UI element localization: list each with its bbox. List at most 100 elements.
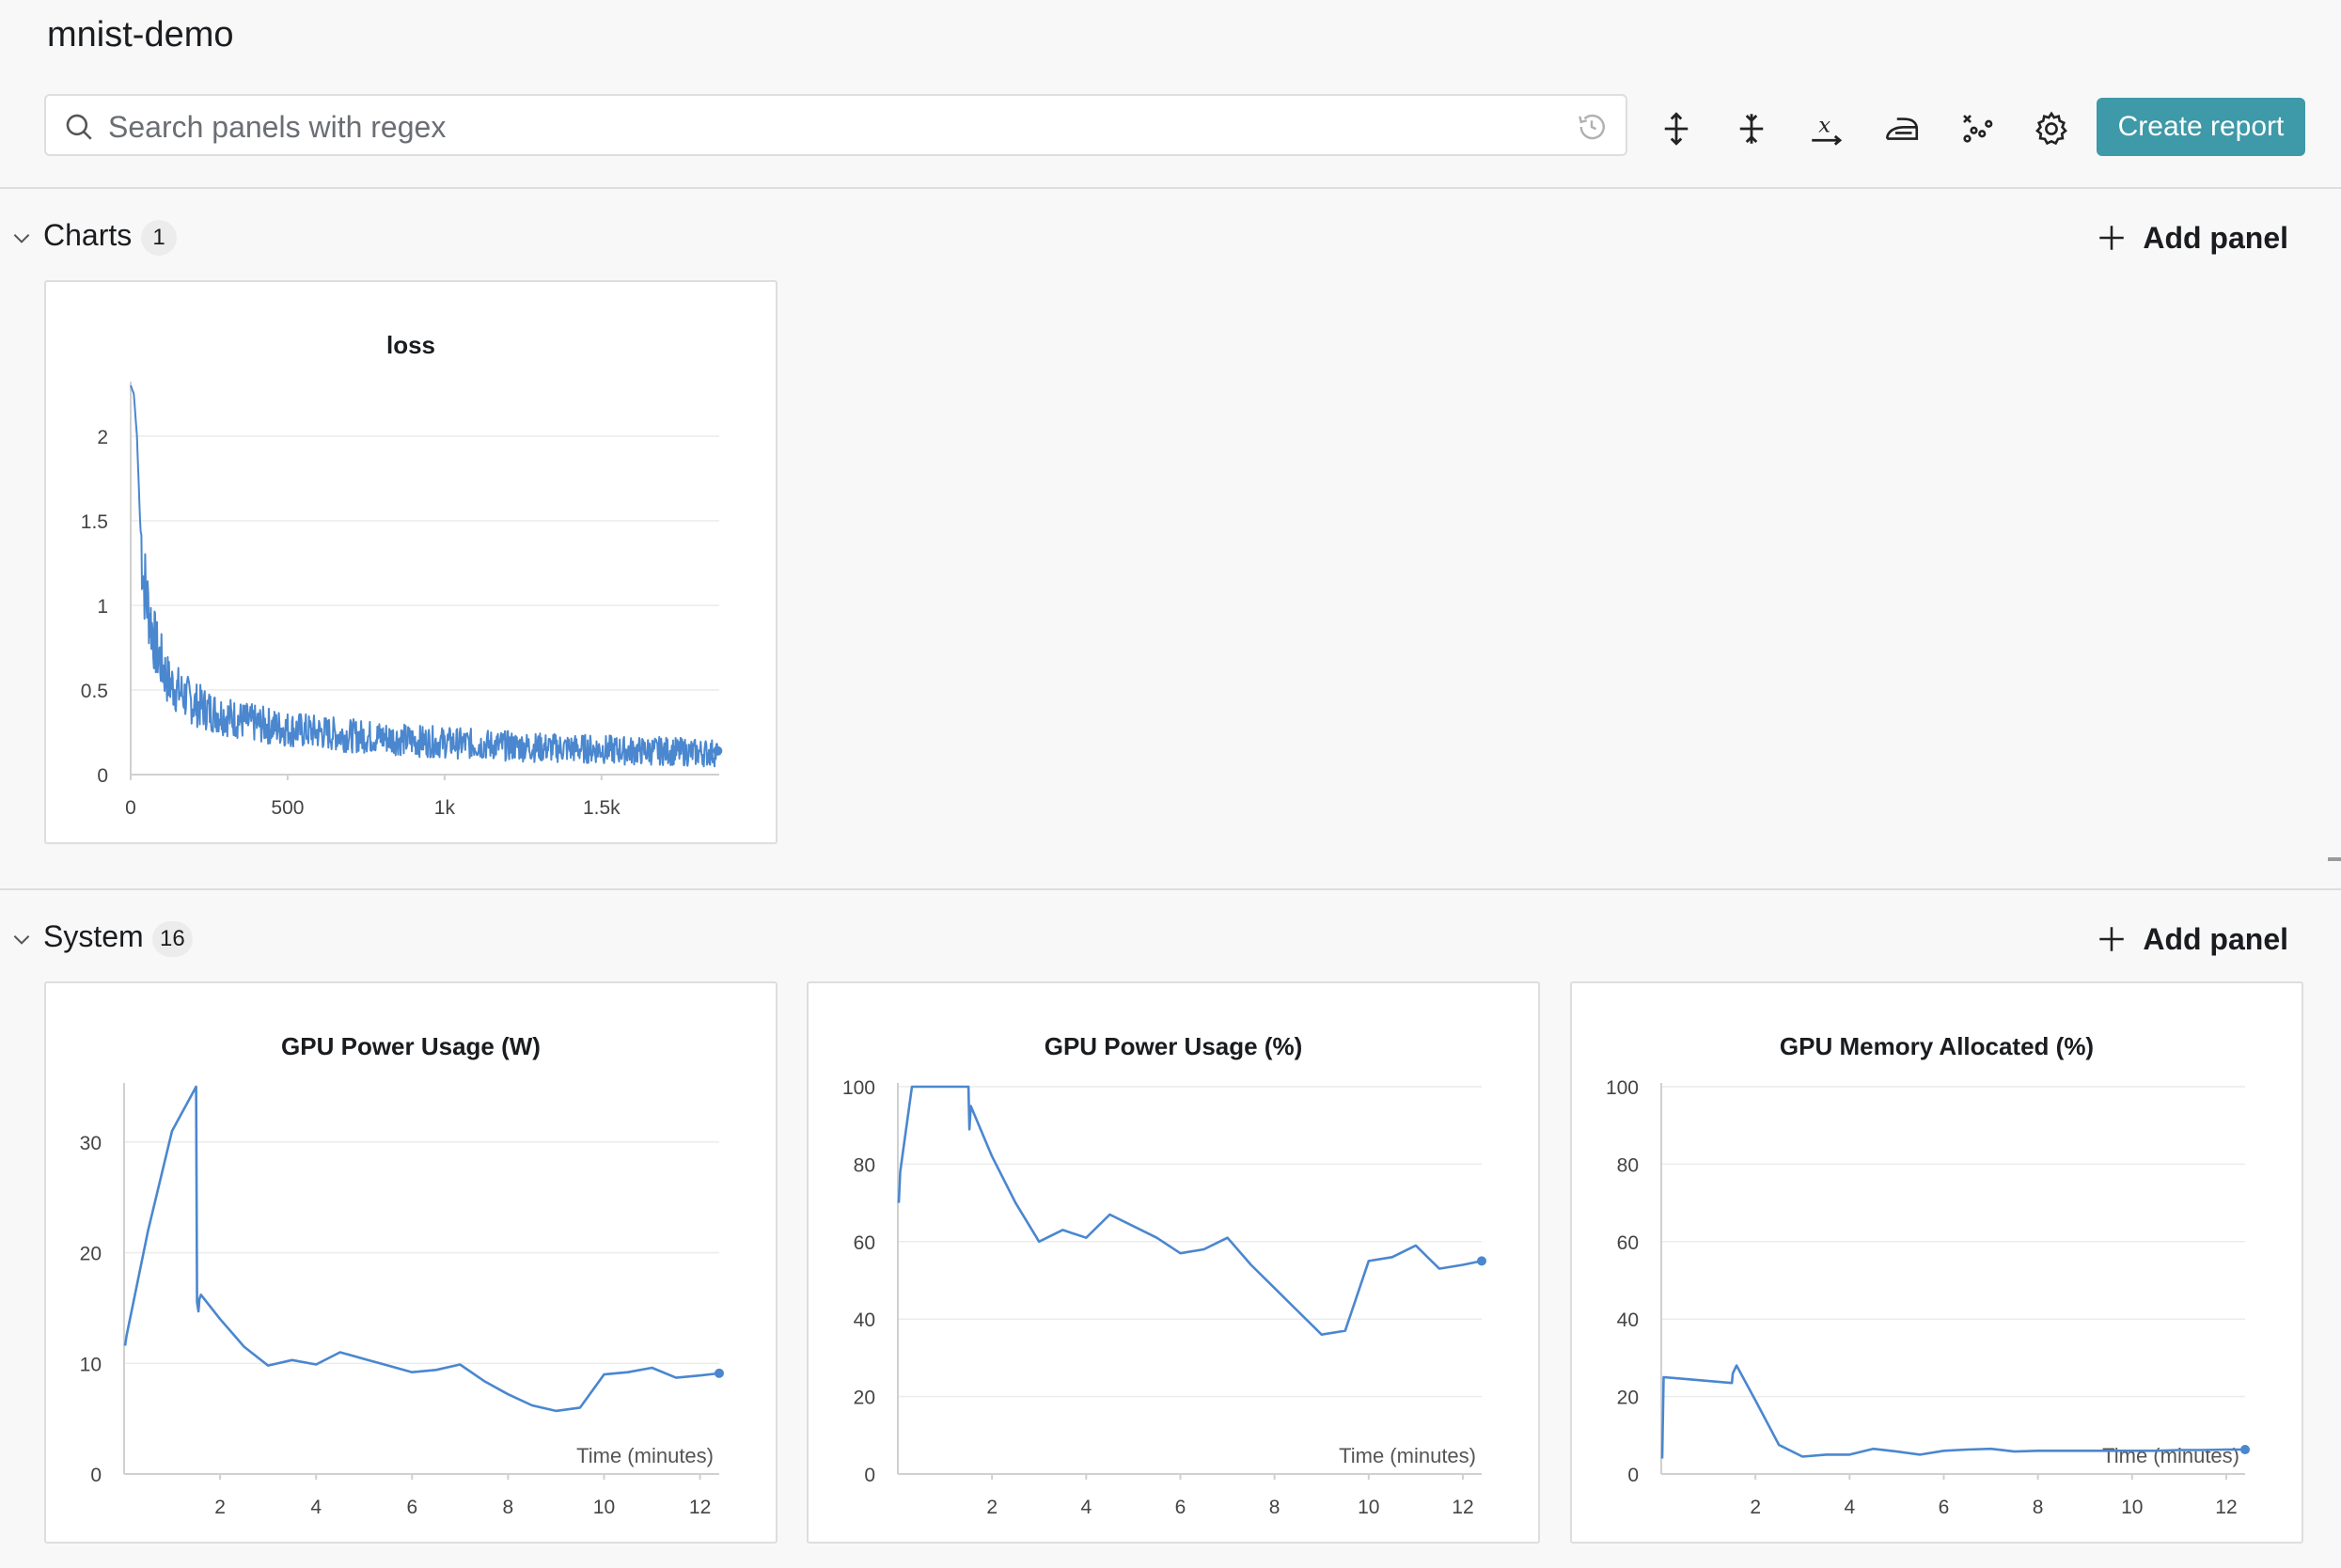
y-tick-label: 0 — [1627, 1465, 1639, 1486]
x-tick-label: 6 — [1939, 1497, 1950, 1518]
series-line — [897, 1085, 1483, 1337]
x-tick-label: 1k — [434, 797, 456, 819]
series-end-point — [713, 745, 723, 756]
chart-title: loss — [386, 331, 435, 359]
x-tick-label: 2 — [214, 1497, 226, 1518]
x-tick-label: 2 — [1750, 1497, 1761, 1518]
section-header-charts[interactable]: Charts 1 Add panel — [0, 214, 2341, 261]
resize-handle[interactable] — [2328, 857, 2341, 861]
series-end-point — [715, 1368, 724, 1378]
series-end-point — [2240, 1445, 2250, 1455]
settings-button[interactable] — [2028, 105, 2075, 152]
outliers-button[interactable] — [1954, 105, 2001, 152]
y-tick-label: 80 — [854, 1154, 875, 1176]
expand-panels-button[interactable] — [1653, 105, 1700, 152]
collapse-panels-button[interactable] — [1728, 105, 1775, 152]
section-title: Charts — [43, 218, 133, 252]
series-line — [1660, 1364, 2245, 1459]
chart-title: GPU Memory Allocated (%) — [1780, 1032, 2094, 1060]
iron-icon — [1885, 118, 1919, 140]
panel-count-badge: 1 — [141, 220, 177, 256]
x-tick-label: 12 — [2215, 1497, 2237, 1518]
y-tick-label: 40 — [1617, 1309, 1639, 1331]
x-tick-label: 6 — [406, 1497, 417, 1518]
x-tick-label: 2 — [986, 1497, 998, 1518]
gear-icon — [2035, 111, 2067, 146]
x-tick-label: 8 — [1269, 1497, 1280, 1518]
y-tick-label: 2 — [97, 427, 108, 448]
series-end-point — [1477, 1256, 1486, 1266]
x-tick-label: 4 — [1080, 1497, 1092, 1518]
x-tick-label: 12 — [689, 1497, 711, 1518]
chart-title: GPU Power Usage (%) — [1045, 1032, 1303, 1060]
add-panel-label: Add panel — [2143, 921, 2288, 956]
gpu-memory-chart: GPU Memory Allocated (%) 0 20 40 60 80 100 2 4 6 8… — [1606, 1032, 2250, 1518]
x-tick-label: 8 — [2033, 1497, 2044, 1518]
project-title: mnist-demo — [47, 15, 234, 55]
search-icon — [66, 114, 92, 140]
create-report-button[interactable]: Create report — [2097, 98, 2305, 156]
x-axis-settings-button[interactable]: x — [1803, 105, 1850, 152]
expand-vertical-icon — [1664, 112, 1689, 146]
search-bar[interactable] — [44, 94, 1627, 156]
y-tick-label: 10 — [80, 1354, 102, 1375]
search-input[interactable] — [106, 103, 1520, 150]
x-tick-label: 4 — [310, 1497, 322, 1518]
chart-title: GPU Power Usage (W) — [281, 1032, 541, 1060]
chevron-down-icon[interactable] — [9, 226, 34, 250]
x-axis-label: Time (minutes) — [2102, 1444, 2239, 1467]
history-icon[interactable] — [1575, 110, 1609, 144]
chevron-down-icon[interactable] — [9, 927, 34, 951]
y-tick-label: 20 — [854, 1388, 875, 1409]
series-line — [130, 384, 719, 768]
section-header-system[interactable]: System 16 Add panel — [0, 916, 2341, 963]
y-tick-label: 0 — [97, 765, 108, 787]
x-tick-label: 10 — [2121, 1497, 2143, 1518]
x-tick-label: 4 — [1844, 1497, 1855, 1518]
x-tick-label: 8 — [503, 1497, 514, 1518]
y-tick-label: 60 — [854, 1232, 875, 1254]
x-tick-label: 10 — [1358, 1497, 1379, 1518]
add-panel-button[interactable]: Add panel — [2096, 917, 2288, 961]
add-panel-button[interactable]: Add panel — [2096, 216, 2288, 259]
y-tick-label: 1.5 — [81, 511, 108, 533]
x-tick-label: 500 — [271, 797, 304, 819]
chart-panel-gpu-power-watts[interactable]: GPU Power Usage (W) 0 10 20 30 2 4 6 8 10 12 Time (… — [44, 981, 778, 1544]
chart-panel-gpu-power-percent[interactable]: GPU Power Usage (%) 0 20 40 60 80 100 2 4 6 8 10 12 T… — [807, 981, 1540, 1544]
section-divider — [0, 888, 2341, 890]
add-panel-label: Add panel — [2143, 220, 2288, 255]
svg-text:x: x — [1818, 114, 1830, 138]
plus-icon — [2099, 226, 2125, 250]
y-tick-label: 0 — [90, 1465, 102, 1486]
series-line — [123, 1085, 720, 1413]
y-tick-label: 60 — [1617, 1232, 1639, 1254]
toolbar-divider — [0, 187, 2341, 189]
y-tick-label: 0.5 — [81, 681, 108, 702]
x-axis-icon: x — [1812, 114, 1843, 146]
x-axis-label: Time (minutes) — [1339, 1444, 1476, 1467]
loss-chart: loss 0 0.5 1 1.5 2 0 500 1k 1.5k — [81, 331, 723, 819]
scatter-icon — [1963, 115, 1993, 143]
smoothing-button[interactable] — [1878, 105, 1925, 152]
chart-panel-gpu-memory[interactable]: GPU Memory Allocated (%) 0 20 40 60 80 100 2 4 6 8… — [1570, 981, 2303, 1544]
y-tick-label: 40 — [854, 1309, 875, 1331]
x-tick-label: 10 — [593, 1497, 615, 1518]
y-tick-label: 20 — [80, 1244, 102, 1265]
y-tick-label: 80 — [1617, 1154, 1639, 1176]
collapse-vertical-icon — [1739, 114, 1764, 144]
gpu-power-watts-chart: GPU Power Usage (W) 0 10 20 30 2 4 6 8 10 12 Time (… — [80, 1032, 724, 1518]
x-axis-label: Time (minutes) — [576, 1444, 714, 1467]
x-tick-label: 1.5k — [583, 797, 621, 819]
x-tick-label: 12 — [1452, 1497, 1473, 1518]
y-tick-label: 0 — [864, 1465, 875, 1486]
chart-panel-loss[interactable]: loss 0 0.5 1 1.5 2 0 500 1k 1.5k — [44, 280, 778, 844]
y-tick-label: 1 — [97, 596, 108, 618]
y-tick-label: 30 — [80, 1133, 102, 1154]
y-tick-label: 100 — [1606, 1077, 1639, 1099]
x-tick-label: 0 — [125, 797, 136, 819]
plus-icon — [2099, 927, 2125, 951]
y-tick-label: 20 — [1617, 1388, 1639, 1409]
section-title: System — [43, 919, 144, 953]
y-tick-label: 100 — [842, 1077, 875, 1099]
x-tick-label: 6 — [1175, 1497, 1186, 1518]
